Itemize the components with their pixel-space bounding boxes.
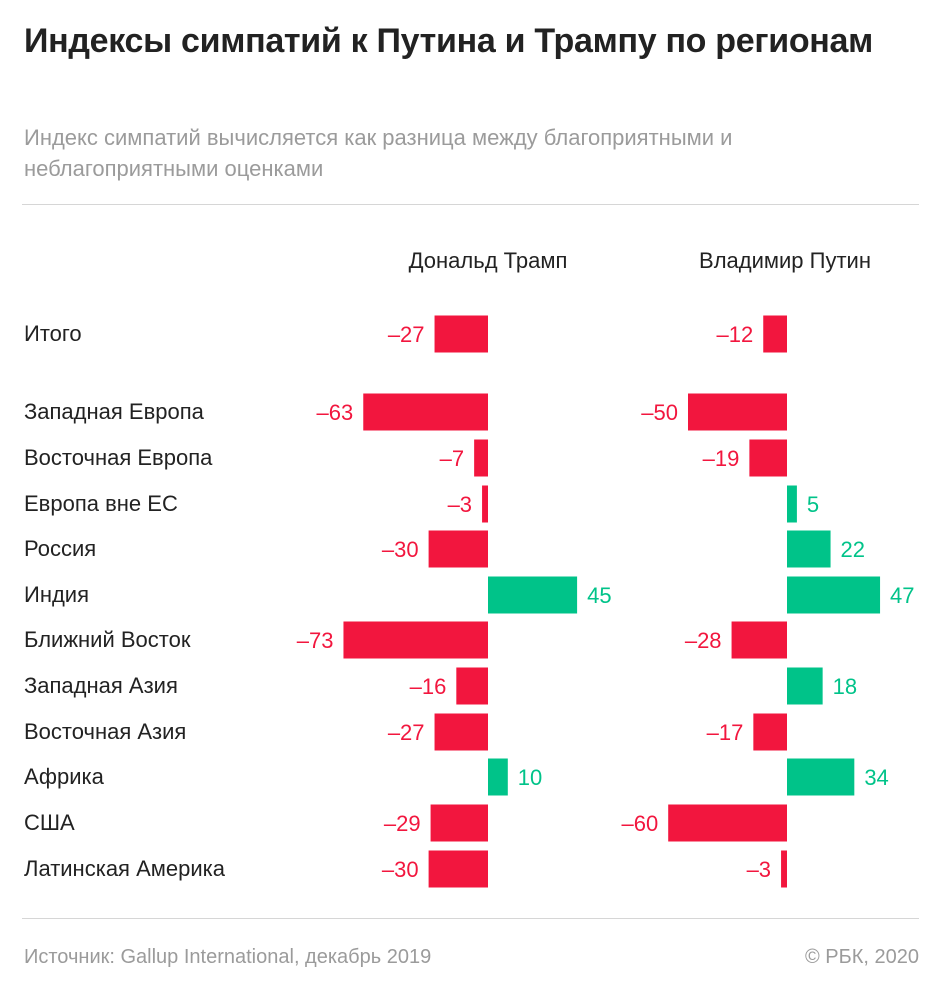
bar [763, 315, 787, 353]
copyright-note: © РБК, 2020 [804, 946, 919, 968]
bar [787, 530, 831, 568]
data-label: 5 [807, 492, 819, 517]
bar [488, 576, 578, 614]
bar [434, 713, 488, 751]
chart-subtitle: Индекс симпатий вычисляется как разница … [24, 125, 733, 181]
category-label: Западная Азия [24, 673, 178, 698]
data-label: 34 [864, 765, 888, 790]
bar [474, 439, 488, 477]
data-label: –63 [317, 400, 354, 425]
bar [787, 485, 797, 523]
bar [787, 667, 823, 705]
data-label: –27 [388, 322, 425, 347]
series-heading-trump: Дональд Трамп [408, 248, 568, 273]
category-label: Европа вне ЕС [24, 491, 178, 516]
category-label: Восточная Европа [24, 445, 213, 470]
data-label: 10 [518, 765, 542, 790]
category-label: Индия [24, 582, 90, 607]
bar [688, 393, 787, 431]
category-label: Западная Европа [24, 399, 204, 424]
data-label: –19 [703, 446, 740, 471]
data-label: –29 [384, 811, 421, 836]
bar [787, 576, 881, 614]
bar [668, 804, 787, 842]
bar [343, 621, 488, 659]
bar [488, 758, 508, 796]
bar [787, 758, 855, 796]
top-divider [22, 204, 919, 205]
data-label: –12 [717, 322, 754, 347]
source-note: Источник: Gallup International, декабрь … [24, 946, 432, 968]
data-label: 18 [833, 674, 857, 699]
bar [749, 439, 787, 477]
data-label: –30 [382, 857, 419, 882]
data-label: –7 [440, 446, 464, 471]
category-label: Ближний Восток [24, 627, 191, 652]
chart-title: Индексы симпатий к Путина и Трампу по ре… [24, 22, 874, 60]
data-label: –30 [382, 537, 419, 562]
data-label: –73 [297, 628, 334, 653]
bar [428, 850, 488, 888]
data-label: 22 [841, 537, 865, 562]
data-label: –28 [685, 628, 722, 653]
category-label: Латинская Америка [24, 856, 225, 881]
bar [456, 667, 488, 705]
bottom-divider [22, 918, 919, 919]
bar [434, 315, 488, 353]
data-label: 47 [890, 583, 914, 608]
data-label: –17 [707, 720, 744, 745]
data-label: –16 [410, 674, 447, 699]
bar [731, 621, 787, 659]
bar [482, 485, 488, 523]
bar [363, 393, 488, 431]
data-label: 45 [587, 583, 611, 608]
bar [781, 850, 787, 888]
category-label: Восточная Азия [24, 719, 187, 744]
data-label: –50 [641, 400, 678, 425]
data-label: –60 [621, 811, 658, 836]
bar [753, 713, 787, 751]
category-label: США [24, 810, 75, 835]
category-label: Итого [24, 321, 82, 346]
bar [430, 804, 488, 842]
series-heading-putin: Владимир Путин [699, 248, 871, 273]
category-label: Африка [24, 764, 104, 789]
bar [428, 530, 488, 568]
category-label: Россия [24, 536, 97, 561]
data-label: –3 [747, 857, 771, 882]
data-label: –27 [388, 720, 425, 745]
data-label: –3 [448, 492, 472, 517]
